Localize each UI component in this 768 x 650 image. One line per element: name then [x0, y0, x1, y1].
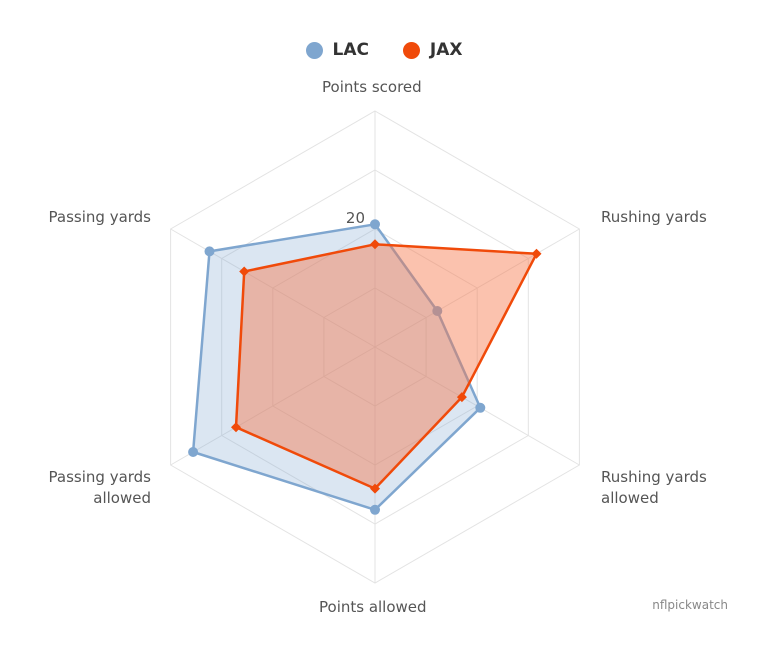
- data-point-lac-4: [370, 504, 380, 515]
- series-area-jax: [236, 244, 537, 489]
- axis-label-passing-yards-allowed: Passing yards allowed: [48, 468, 151, 507]
- radial-tick-label: 20: [346, 209, 365, 227]
- legend-marker-lac: [305, 41, 323, 59]
- legend-label-lac: LAC: [332, 40, 369, 60]
- credit-label[interactable]: nflpickwatch: [652, 598, 728, 612]
- axis-label-rushing-yards: Rushing yards: [601, 208, 707, 226]
- spoke-6: [170, 228, 376, 348]
- data-point-jax-2: [531, 248, 542, 259]
- spoke-2: [374, 228, 580, 348]
- axis-label-rushing-yards-allowed: Rushing yards allowed: [601, 468, 707, 507]
- spoke-5: [170, 346, 376, 466]
- data-point-jax-6: [239, 266, 250, 277]
- data-point-jax-1: [370, 239, 380, 250]
- legend-label-jax: JAX: [429, 40, 463, 60]
- data-point-lac-3: [475, 402, 486, 413]
- data-point-lac-5: [188, 447, 199, 457]
- legend-marker-jax: [402, 41, 420, 59]
- legend: LAC JAX: [0, 40, 768, 64]
- legend-item-jax[interactable]: JAX: [402, 40, 463, 60]
- data-point-jax-5: [231, 422, 241, 433]
- data-point-lac-6: [204, 246, 215, 257]
- legend-item-lac[interactable]: LAC: [305, 40, 369, 60]
- data-point-lac-1: [370, 219, 380, 230]
- data-point-jax-3: [456, 392, 467, 403]
- series-area-lac: [193, 224, 481, 510]
- axis-label-points-scored: Points scored: [322, 78, 422, 96]
- data-point-lac-2: [432, 306, 443, 316]
- data-point-jax-4: [370, 483, 380, 494]
- axis-label-points-allowed: Points allowed: [319, 598, 427, 616]
- axis-label-passing-yards: Passing yards: [48, 208, 151, 226]
